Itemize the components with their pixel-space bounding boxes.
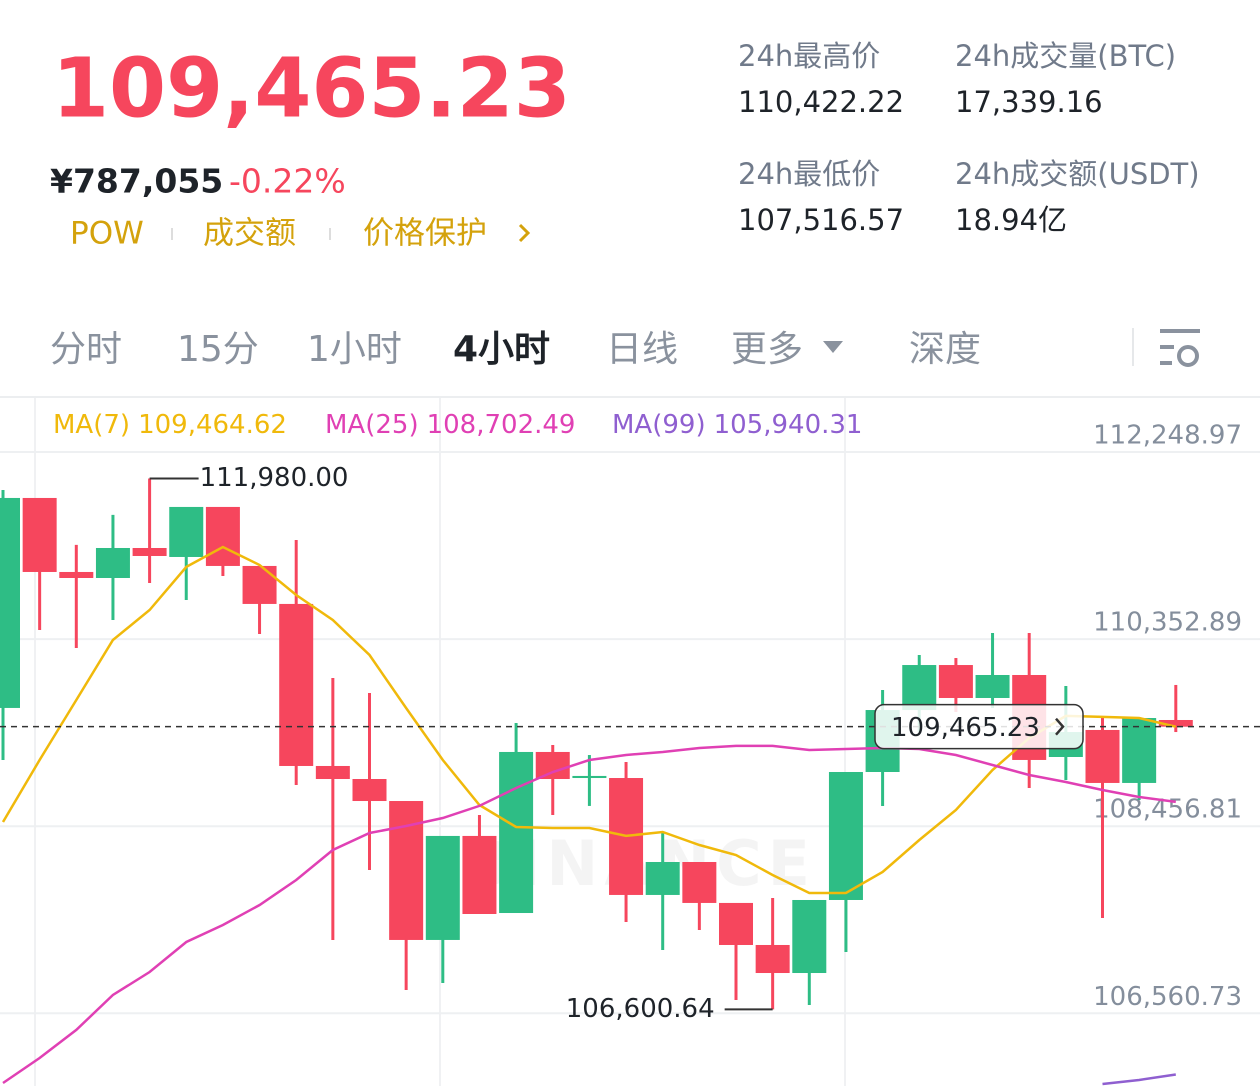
y-tick-label: 110,352.89: [1093, 608, 1242, 638]
dropdown-arrow[interactable]: [823, 341, 843, 353]
tab[interactable]: 15分: [177, 329, 259, 370]
tab[interactable]: 4小时: [453, 329, 550, 370]
candle-body: [572, 775, 607, 779]
candle-body: [828, 771, 863, 900]
legend-name: MA(7): [53, 410, 130, 440]
candle-body: [682, 861, 717, 903]
stat-label: 24h成交额(USDT): [955, 157, 1200, 191]
legend-name: MA(25): [325, 410, 419, 440]
ma-line: [1, 545, 1177, 895]
candle-body: [205, 506, 240, 566]
candle-body: [59, 571, 94, 578]
legend-value: 105,940.31: [714, 410, 863, 440]
candle-body: [389, 801, 424, 940]
change: -0.22%: [229, 162, 346, 201]
candle-body: [1158, 719, 1193, 727]
candle-body: [1122, 718, 1157, 783]
chevron: [518, 223, 531, 243]
legend-value: 109,464.62: [138, 410, 287, 440]
stat-label: 24h成交量(BTC): [955, 39, 1176, 73]
price-chevron: [1055, 717, 1065, 736]
tag[interactable]: 成交额: [203, 216, 296, 252]
candle-body: [169, 506, 204, 557]
candle-body: [352, 779, 387, 802]
candle-body: [1085, 729, 1120, 783]
candle-body: [938, 665, 973, 698]
stat-value: 18.94亿: [955, 203, 1067, 237]
candle-body: [279, 603, 314, 766]
candle-body: [499, 751, 534, 914]
tab[interactable]: 1小时: [307, 329, 402, 370]
candle-body: [975, 674, 1010, 698]
candle-body: [792, 899, 827, 974]
candle-body: [315, 765, 350, 780]
candle-body: [22, 497, 57, 572]
candle-body: [462, 835, 497, 914]
candle-body: [535, 751, 570, 780]
candle-body: [425, 835, 460, 940]
candle-body: [902, 665, 937, 711]
stat-label: 24h最低价: [738, 157, 880, 191]
stat-value: 110,422.22: [738, 85, 904, 119]
tab[interactable]: 更多: [731, 329, 803, 370]
ma-line: [1102, 1073, 1176, 1086]
tab[interactable]: 深度: [909, 329, 981, 370]
price: 109,465.23: [52, 41, 571, 136]
cny-price: ¥787,055: [50, 162, 223, 201]
y-tick-label: 112,248.97: [1093, 420, 1242, 450]
tag[interactable]: POW: [70, 216, 144, 252]
candle-body: [95, 547, 130, 578]
price-label: 109,465.23: [891, 713, 1040, 743]
legend-name: MA(99): [612, 410, 706, 440]
stat-label: 24h最高价: [738, 39, 880, 73]
settings-icon[interactable]: [1160, 329, 1200, 367]
candle-body: [242, 565, 277, 604]
tab[interactable]: 分时: [50, 329, 122, 370]
price-box[interactable]: [874, 703, 1084, 750]
candle-body: [755, 944, 790, 974]
annotation: 106,600.64: [566, 994, 715, 1024]
legend-entry: MA(99) 105,940.31: [612, 410, 862, 440]
candle-body: [0, 497, 20, 708]
y-tick-label: 108,456.81: [1093, 795, 1242, 825]
y-tick-label: 106,560.73: [1093, 982, 1242, 1012]
candle-body: [645, 861, 680, 895]
legend-entry: MA(7) 109,464.62: [53, 410, 287, 440]
legend-value: 108,702.49: [427, 410, 576, 440]
candle-body: [719, 902, 753, 945]
tag[interactable]: 价格保护: [363, 216, 487, 252]
legend-entry: MA(25) 108,702.49: [325, 410, 575, 440]
tab[interactable]: 日线: [606, 329, 678, 370]
ma-line: [2, 744, 1176, 1085]
candle-body: [132, 547, 167, 556]
stat-value: 17,339.16: [955, 85, 1103, 119]
annotation: 111,980.00: [200, 463, 349, 493]
stat-value: 107,516.57: [738, 203, 904, 237]
